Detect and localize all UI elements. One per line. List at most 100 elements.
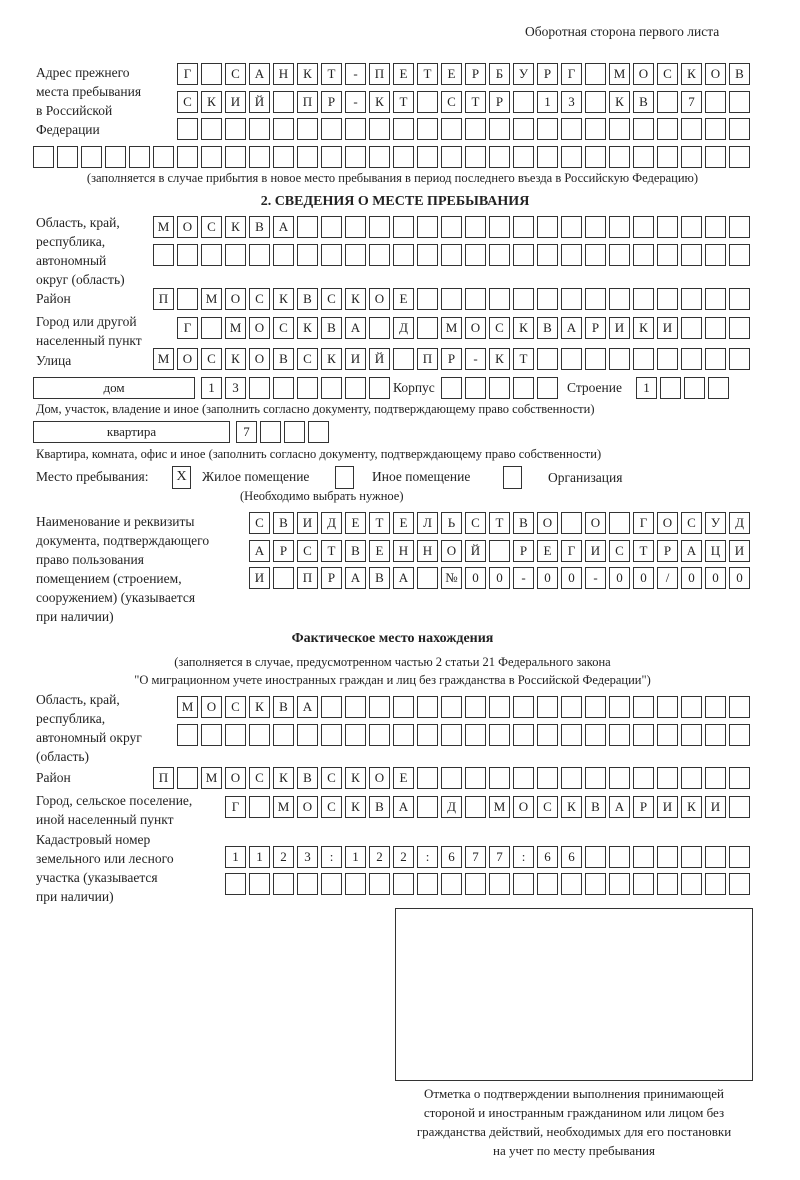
char-cell[interactable] bbox=[369, 696, 390, 718]
char-cell[interactable] bbox=[249, 244, 270, 266]
char-cell[interactable] bbox=[417, 767, 438, 789]
char-cell[interactable] bbox=[369, 724, 390, 746]
char-cell[interactable] bbox=[345, 377, 366, 399]
char-cell[interactable]: В bbox=[585, 796, 606, 818]
char-cell[interactable]: 0 bbox=[705, 567, 726, 589]
char-cell[interactable]: С bbox=[249, 767, 270, 789]
char-cell[interactable]: С bbox=[609, 540, 630, 562]
char-cell[interactable]: 7 bbox=[489, 846, 510, 868]
char-cell[interactable] bbox=[297, 377, 318, 399]
char-cell[interactable] bbox=[633, 696, 654, 718]
char-cell[interactable] bbox=[705, 696, 726, 718]
char-cell[interactable] bbox=[201, 317, 222, 339]
char-cell[interactable]: А bbox=[681, 540, 702, 562]
char-cell[interactable] bbox=[729, 846, 750, 868]
char-cell[interactable]: Е bbox=[393, 512, 414, 534]
char-cell[interactable] bbox=[297, 146, 318, 168]
char-cell[interactable] bbox=[585, 118, 606, 140]
char-cell[interactable]: И bbox=[657, 796, 678, 818]
char-cell[interactable] bbox=[369, 146, 390, 168]
char-cell[interactable] bbox=[609, 724, 630, 746]
char-cell[interactable]: К bbox=[561, 796, 582, 818]
char-cell[interactable] bbox=[345, 873, 366, 895]
char-cell[interactable] bbox=[417, 724, 438, 746]
char-cell[interactable]: Г bbox=[561, 63, 582, 85]
char-cell[interactable]: В bbox=[249, 216, 270, 238]
char-cell[interactable]: Т bbox=[489, 512, 510, 534]
char-cell[interactable] bbox=[729, 696, 750, 718]
char-cell[interactable] bbox=[561, 118, 582, 140]
char-cell[interactable] bbox=[513, 118, 534, 140]
char-cell[interactable]: 1 bbox=[537, 91, 558, 113]
char-cell[interactable]: Д bbox=[321, 512, 342, 534]
char-cell[interactable]: К bbox=[273, 767, 294, 789]
char-cell[interactable]: Ь bbox=[441, 512, 462, 534]
char-cell[interactable] bbox=[513, 91, 534, 113]
char-cell[interactable]: И bbox=[657, 317, 678, 339]
char-cell[interactable] bbox=[537, 146, 558, 168]
char-cell[interactable]: Й bbox=[249, 91, 270, 113]
char-cell[interactable] bbox=[537, 216, 558, 238]
char-cell[interactable] bbox=[321, 873, 342, 895]
char-cell[interactable] bbox=[561, 512, 582, 534]
char-cell[interactable]: П bbox=[369, 63, 390, 85]
char-cell[interactable]: С bbox=[201, 348, 222, 370]
char-cell[interactable]: - bbox=[465, 348, 486, 370]
char-cell[interactable] bbox=[225, 244, 246, 266]
char-cell[interactable] bbox=[441, 767, 462, 789]
char-cell[interactable] bbox=[585, 767, 606, 789]
char-cell[interactable]: Б bbox=[489, 63, 510, 85]
char-cell[interactable]: Н bbox=[393, 540, 414, 562]
char-cell[interactable] bbox=[513, 216, 534, 238]
char-cell[interactable] bbox=[465, 216, 486, 238]
char-cell[interactable] bbox=[537, 348, 558, 370]
char-cell[interactable]: К bbox=[297, 63, 318, 85]
char-cell[interactable]: В bbox=[633, 91, 654, 113]
char-cell[interactable] bbox=[465, 696, 486, 718]
char-cell[interactable]: 3 bbox=[561, 91, 582, 113]
apartment-number-field[interactable]: 7 bbox=[236, 421, 332, 443]
char-cell[interactable]: Т bbox=[417, 63, 438, 85]
char-cell[interactable]: С bbox=[465, 512, 486, 534]
char-cell[interactable] bbox=[393, 696, 414, 718]
char-cell[interactable]: Й bbox=[369, 348, 390, 370]
char-cell[interactable] bbox=[489, 540, 510, 562]
char-cell[interactable] bbox=[441, 377, 462, 399]
char-cell[interactable] bbox=[129, 146, 150, 168]
char-cell[interactable]: П bbox=[153, 767, 174, 789]
char-cell[interactable]: И bbox=[729, 540, 750, 562]
previous-address-row-4[interactable] bbox=[33, 146, 753, 168]
char-cell[interactable] bbox=[561, 216, 582, 238]
char-cell[interactable]: Р bbox=[585, 317, 606, 339]
char-cell[interactable]: М bbox=[609, 63, 630, 85]
char-cell[interactable]: - bbox=[345, 91, 366, 113]
char-cell[interactable]: С bbox=[681, 512, 702, 534]
char-cell[interactable] bbox=[297, 118, 318, 140]
char-cell[interactable] bbox=[513, 288, 534, 310]
char-cell[interactable] bbox=[537, 118, 558, 140]
char-cell[interactable]: 3 bbox=[225, 377, 246, 399]
char-cell[interactable]: 1 bbox=[201, 377, 222, 399]
char-cell[interactable]: 2 bbox=[393, 846, 414, 868]
char-cell[interactable] bbox=[585, 873, 606, 895]
char-cell[interactable] bbox=[273, 244, 294, 266]
char-cell[interactable] bbox=[177, 724, 198, 746]
char-cell[interactable] bbox=[345, 724, 366, 746]
char-cell[interactable]: В bbox=[345, 540, 366, 562]
char-cell[interactable] bbox=[609, 348, 630, 370]
char-cell[interactable] bbox=[297, 244, 318, 266]
char-cell[interactable] bbox=[705, 91, 726, 113]
char-cell[interactable] bbox=[537, 288, 558, 310]
char-cell[interactable] bbox=[657, 724, 678, 746]
char-cell[interactable]: 6 bbox=[561, 846, 582, 868]
char-cell[interactable] bbox=[537, 377, 558, 399]
char-cell[interactable]: О bbox=[465, 317, 486, 339]
char-cell[interactable] bbox=[417, 146, 438, 168]
char-cell[interactable] bbox=[297, 873, 318, 895]
char-cell[interactable] bbox=[177, 288, 198, 310]
char-cell[interactable]: Г bbox=[561, 540, 582, 562]
